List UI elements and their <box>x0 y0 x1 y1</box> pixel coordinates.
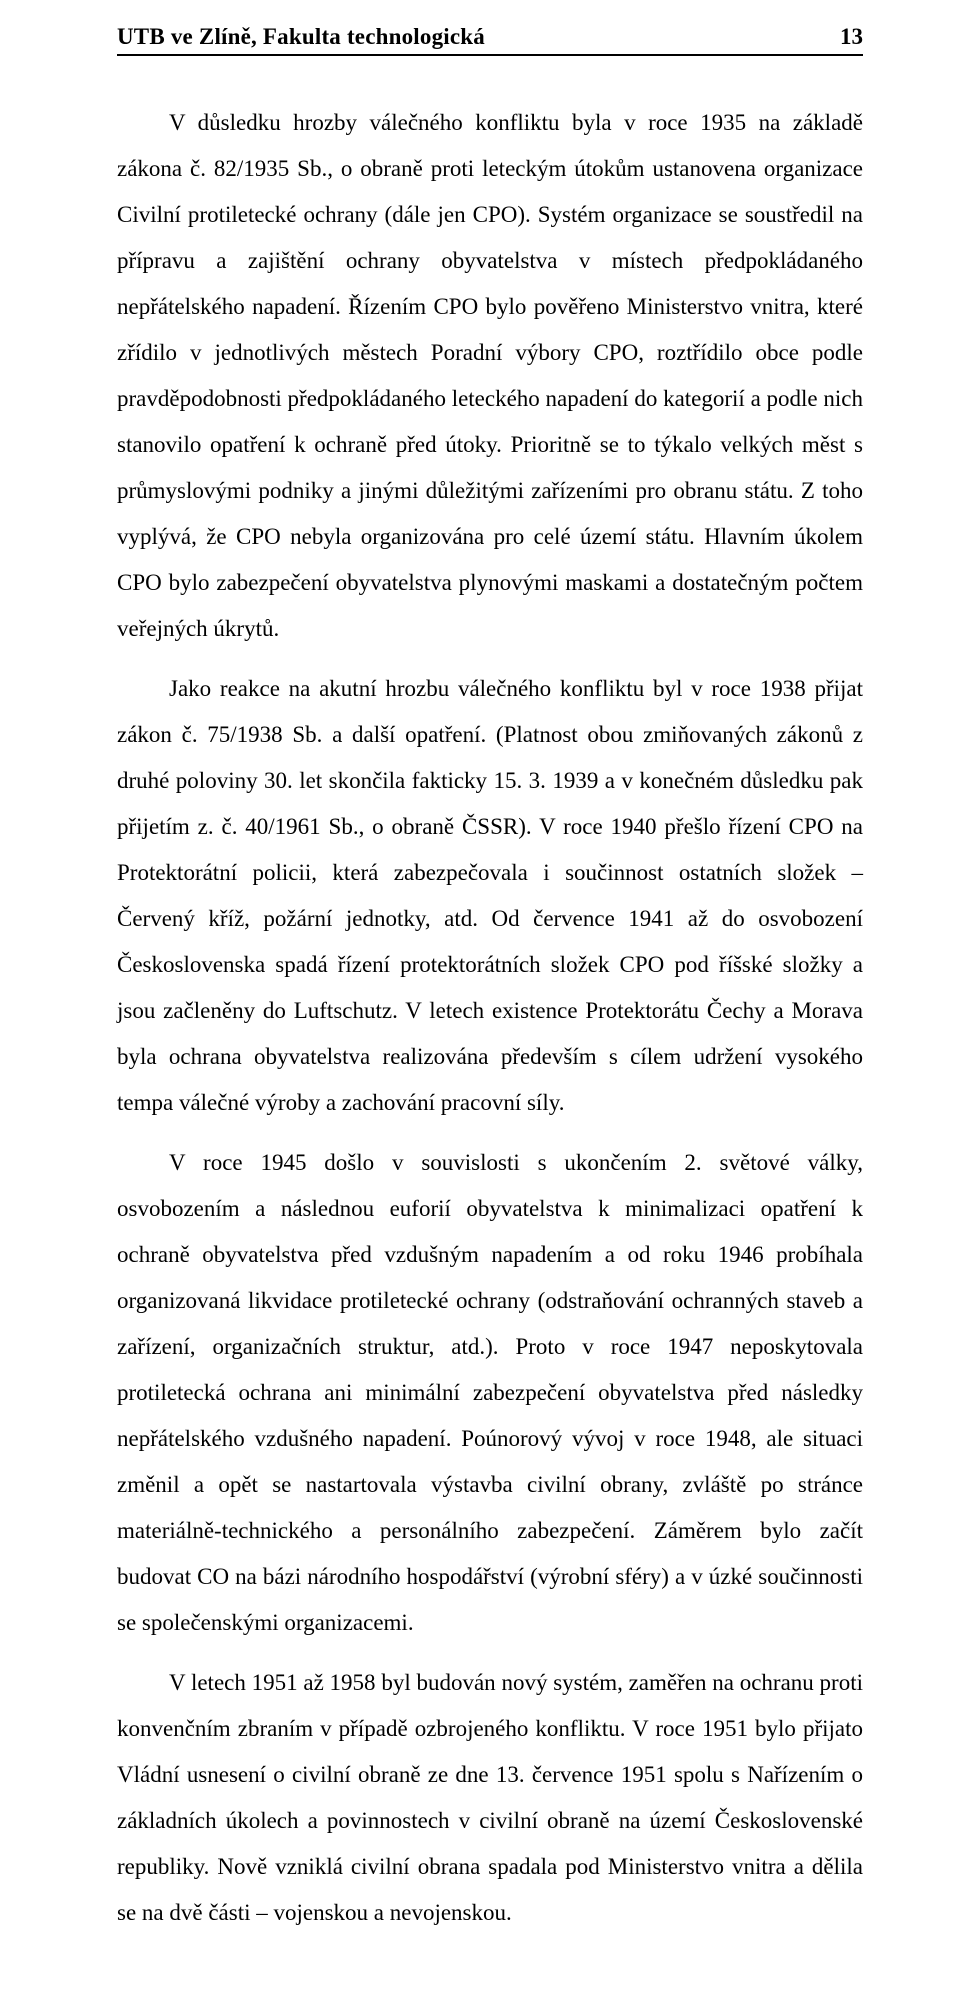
body-paragraph: V letech 1951 až 1958 byl budován nový s… <box>117 1660 863 1936</box>
page-number: 13 <box>840 24 863 50</box>
running-header: UTB ve Zlíně, Fakulta technologická 13 <box>117 24 863 56</box>
header-title: UTB ve Zlíně, Fakulta technologická <box>117 24 485 50</box>
body-paragraph: V důsledku hrozby válečného konfliktu by… <box>117 100 863 652</box>
body-paragraph: Jako reakce na akutní hrozbu válečného k… <box>117 666 863 1126</box>
body-paragraph: V roce 1945 došlo v souvislosti s ukonče… <box>117 1140 863 1646</box>
document-page: UTB ve Zlíně, Fakulta technologická 13 V… <box>0 0 960 2010</box>
